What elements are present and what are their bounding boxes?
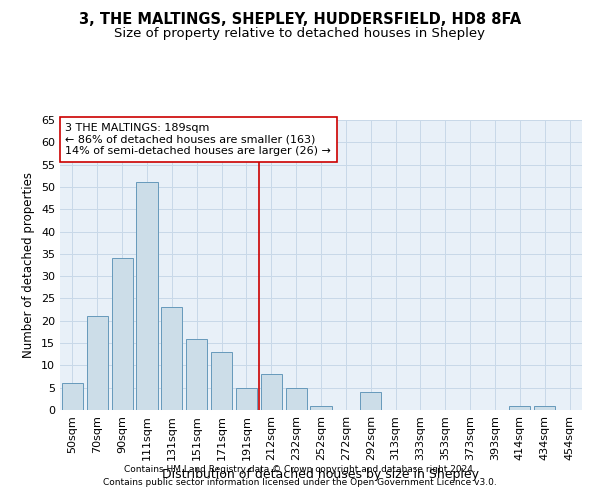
Text: 3 THE MALTINGS: 189sqm
← 86% of detached houses are smaller (163)
14% of semi-de: 3 THE MALTINGS: 189sqm ← 86% of detached…	[65, 123, 331, 156]
Text: Contains public sector information licensed under the Open Government Licence v3: Contains public sector information licen…	[103, 478, 497, 487]
Text: Size of property relative to detached houses in Shepley: Size of property relative to detached ho…	[115, 28, 485, 40]
Bar	[62, 383, 83, 410]
Bar	[310, 406, 332, 410]
Bar	[87, 316, 108, 410]
Bar	[509, 406, 530, 410]
Y-axis label: Number of detached properties: Number of detached properties	[22, 172, 35, 358]
X-axis label: Distribution of detached houses by size in Shepley: Distribution of detached houses by size …	[163, 468, 479, 481]
Bar	[360, 392, 381, 410]
Bar	[261, 374, 282, 410]
Bar	[161, 308, 182, 410]
Bar	[112, 258, 133, 410]
Bar	[211, 352, 232, 410]
Bar	[136, 182, 158, 410]
Bar	[534, 406, 555, 410]
Bar	[236, 388, 257, 410]
Text: Contains HM Land Registry data © Crown copyright and database right 2024.: Contains HM Land Registry data © Crown c…	[124, 466, 476, 474]
Text: 3, THE MALTINGS, SHEPLEY, HUDDERSFIELD, HD8 8FA: 3, THE MALTINGS, SHEPLEY, HUDDERSFIELD, …	[79, 12, 521, 28]
Bar	[286, 388, 307, 410]
Bar	[186, 338, 207, 410]
